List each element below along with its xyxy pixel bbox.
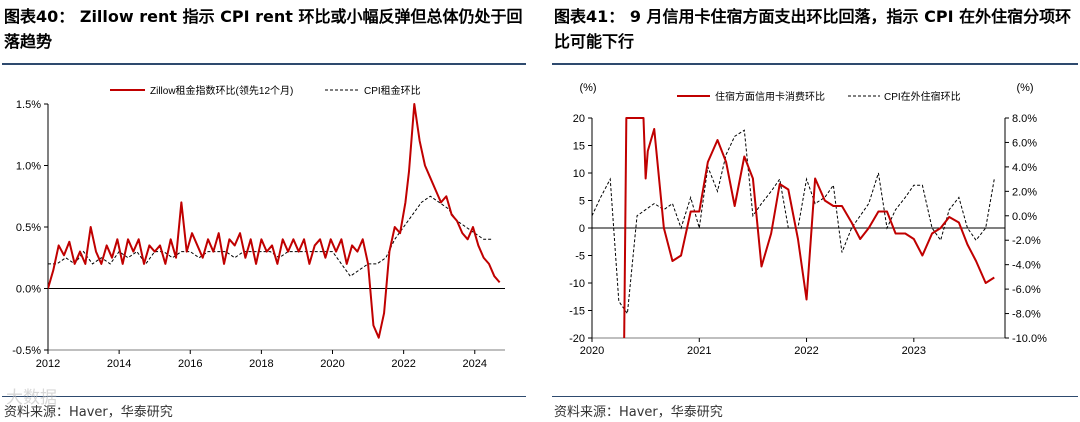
x-tick-label: 2020 [580, 345, 604, 357]
x-tick-label: 2014 [107, 358, 131, 370]
y2-tick-label: -8.0% [1012, 309, 1041, 321]
y2-tick-label: 6.0% [1012, 137, 1037, 149]
legend-label-cpi-lodging: CPI在外住宿环比 [884, 90, 961, 103]
source-rule [552, 396, 1078, 397]
source-note: 资料来源：Haver，华泰研究 [4, 405, 173, 420]
chart-title: 图表41： 9 月信用卡住宿方面支出环比回落，指示 CPI 在外住宿分项环比可能… [554, 7, 1072, 51]
y-tick-label: 15 [573, 141, 585, 153]
series-credit-card-line [623, 117, 995, 339]
chart-right: (%) (%) -20 -15 -10 -5 0 5 10 15 20 -10.0% -8.0% -6.0… [569, 82, 1047, 357]
y-tick-label: 0 [579, 223, 585, 235]
y2-tick-label: 0.0% [1012, 211, 1037, 223]
y2-tick-label: 4.0% [1012, 162, 1037, 174]
y-tick-label: 1.0% [16, 161, 41, 173]
y2-axis-unit: (%) [1016, 82, 1033, 94]
x-tick-label: 2024 [463, 358, 487, 370]
y2-tick-label: -2.0% [1012, 235, 1041, 247]
x-tick-label: 2021 [687, 345, 711, 357]
x-tick-label: 2012 [36, 358, 60, 370]
source-rule [2, 396, 526, 397]
series-cpi-lodging-line [592, 129, 995, 315]
y-axis-unit: (%) [579, 82, 596, 94]
chart-title: 图表40： Zillow rent 指示 CPI rent 环比或小幅反弹但总体… [4, 7, 523, 51]
y-tick-label: 20 [573, 113, 585, 125]
chart-panel-left: 图表40： Zillow rent 指示 CPI rent 环比或小幅反弹但总体… [0, 0, 530, 422]
y2-tick-label: -4.0% [1012, 260, 1041, 272]
x-tick-label: 2020 [320, 358, 344, 370]
y2-tick-label: -10.0% [1012, 333, 1047, 345]
y2-tick-label: 8.0% [1012, 113, 1037, 125]
legend-label-zillow: Zillow租金指数环比(领先12个月) [150, 84, 293, 97]
y-tick-label: 1.5% [16, 99, 41, 111]
chart-left: -0.5% 0.0% 0.5% 1.0% 1.5% 2012 2014 2016 2018 202… [12, 84, 505, 370]
y-tick-label: -5 [575, 251, 585, 263]
series-cpi-rent-line [48, 195, 493, 277]
x-tick-label: 2016 [178, 358, 202, 370]
y-tick-label: 10 [573, 168, 585, 180]
y-tick-label: 0.0% [16, 284, 41, 296]
y-tick-label: -0.5% [12, 345, 41, 357]
title-rule [2, 63, 526, 65]
x-tick-label: 2022 [794, 345, 818, 357]
legend: Zillow租金指数环比(领先12个月) CPI租金环比 [110, 84, 421, 97]
chart-panel-right: 图表41： 9 月信用卡住宿方面支出环比回落，指示 CPI 在外住宿分项环比可能… [550, 0, 1080, 422]
y2-tick-label: 2.0% [1012, 186, 1037, 198]
y-tick-label: -20 [569, 333, 585, 345]
y-tick-label: 5 [579, 196, 585, 208]
source-note: 资料来源：Haver，华泰研究 [554, 405, 723, 420]
x-tick-label: 2022 [391, 358, 415, 370]
legend-label-credit-card: 住宿方面信用卡消费环比 [715, 90, 825, 103]
y-tick-label: -15 [569, 306, 585, 318]
x-tick-label: 2023 [902, 345, 926, 357]
y-tick-label: 0.5% [16, 222, 41, 234]
watermark: 大数据 [6, 388, 57, 408]
legend: 住宿方面信用卡消费环比 CPI在外住宿环比 [677, 90, 961, 103]
series-zillow-line [48, 103, 501, 339]
y2-tick-label: -6.0% [1012, 284, 1041, 296]
legend-label-cpi: CPI租金环比 [364, 84, 421, 97]
title-rule [552, 63, 1078, 65]
y-tick-label: -10 [569, 278, 585, 290]
x-tick-label: 2018 [249, 358, 273, 370]
